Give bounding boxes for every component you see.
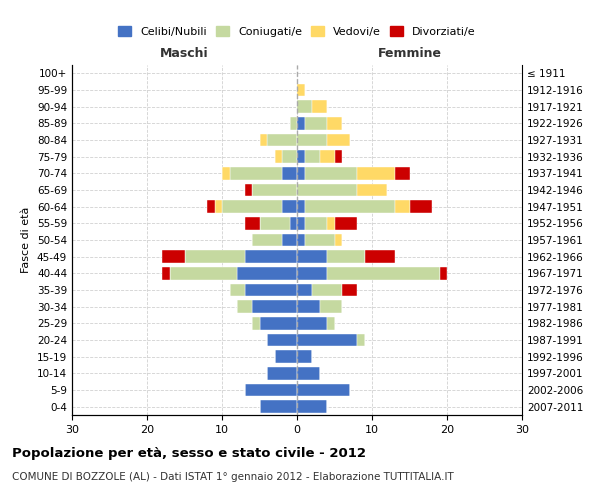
Bar xyxy=(275,350,297,363)
Bar xyxy=(297,134,327,146)
Bar xyxy=(297,334,357,346)
Bar xyxy=(245,284,297,296)
Bar xyxy=(162,250,185,263)
Bar xyxy=(297,200,305,213)
Bar xyxy=(267,367,297,380)
Bar xyxy=(312,100,327,113)
Bar xyxy=(229,284,245,296)
Bar xyxy=(297,367,320,380)
Bar xyxy=(275,150,282,163)
Bar xyxy=(245,384,297,396)
Text: COMUNE DI BOZZOLE (AL) - Dati ISTAT 1° gennaio 2012 - Elaborazione TUTTITALIA.IT: COMUNE DI BOZZOLE (AL) - Dati ISTAT 1° g… xyxy=(12,472,454,482)
Bar xyxy=(357,184,387,196)
Bar xyxy=(320,150,335,163)
Bar xyxy=(297,384,349,396)
Bar xyxy=(335,150,342,163)
Bar xyxy=(327,250,365,263)
Text: Maschi: Maschi xyxy=(160,47,209,60)
Bar xyxy=(342,284,357,296)
Bar xyxy=(252,184,297,196)
Bar xyxy=(320,300,342,313)
Bar xyxy=(327,317,335,330)
Bar xyxy=(297,150,305,163)
Text: Popolazione per età, sesso e stato civile - 2012: Popolazione per età, sesso e stato civil… xyxy=(12,448,366,460)
Bar xyxy=(297,84,305,96)
Bar xyxy=(260,134,267,146)
Bar xyxy=(327,134,349,146)
Bar xyxy=(267,334,297,346)
Bar xyxy=(335,217,357,230)
Bar xyxy=(252,300,297,313)
Bar xyxy=(245,250,297,263)
Bar xyxy=(282,150,297,163)
Bar xyxy=(305,234,335,246)
Bar xyxy=(395,200,409,213)
Bar xyxy=(290,217,297,230)
Bar xyxy=(357,167,395,179)
Bar xyxy=(297,350,312,363)
Bar xyxy=(297,284,312,296)
Y-axis label: Fasce di età: Fasce di età xyxy=(22,207,31,273)
Bar xyxy=(215,200,222,213)
Bar xyxy=(185,250,245,263)
Bar xyxy=(282,200,297,213)
Bar xyxy=(335,234,342,246)
Bar xyxy=(297,300,320,313)
Bar xyxy=(365,250,395,263)
Bar xyxy=(305,200,395,213)
Bar xyxy=(229,167,282,179)
Bar xyxy=(245,217,260,230)
Bar xyxy=(260,217,290,230)
Bar xyxy=(409,200,432,213)
Bar xyxy=(267,134,297,146)
Bar xyxy=(297,250,327,263)
Bar xyxy=(327,267,439,280)
Bar xyxy=(297,184,357,196)
Bar xyxy=(327,217,335,230)
Bar xyxy=(297,400,327,413)
Bar xyxy=(312,284,342,296)
Bar xyxy=(297,217,305,230)
Bar xyxy=(245,184,252,196)
Bar xyxy=(327,117,342,130)
Bar xyxy=(357,334,365,346)
Bar xyxy=(237,267,297,280)
Bar xyxy=(222,200,282,213)
Bar xyxy=(222,167,229,179)
Bar xyxy=(252,317,260,330)
Bar xyxy=(297,117,305,130)
Bar xyxy=(297,100,312,113)
Text: Femmine: Femmine xyxy=(377,47,442,60)
Bar xyxy=(282,234,297,246)
Bar xyxy=(170,267,237,280)
Bar xyxy=(395,167,409,179)
Bar xyxy=(439,267,447,280)
Bar xyxy=(260,400,297,413)
Bar xyxy=(290,117,297,130)
Legend: Celibi/Nubili, Coniugati/e, Vedovi/e, Divorziati/e: Celibi/Nubili, Coniugati/e, Vedovi/e, Di… xyxy=(114,22,480,41)
Bar xyxy=(305,217,327,230)
Bar xyxy=(297,234,305,246)
Bar xyxy=(237,300,252,313)
Bar xyxy=(162,267,170,280)
Bar xyxy=(305,117,327,130)
Bar xyxy=(297,317,327,330)
Bar xyxy=(282,167,297,179)
Bar xyxy=(252,234,282,246)
Bar xyxy=(305,150,320,163)
Bar xyxy=(305,167,357,179)
Bar xyxy=(297,167,305,179)
Bar xyxy=(260,317,297,330)
Bar xyxy=(297,267,327,280)
Bar xyxy=(207,200,215,213)
